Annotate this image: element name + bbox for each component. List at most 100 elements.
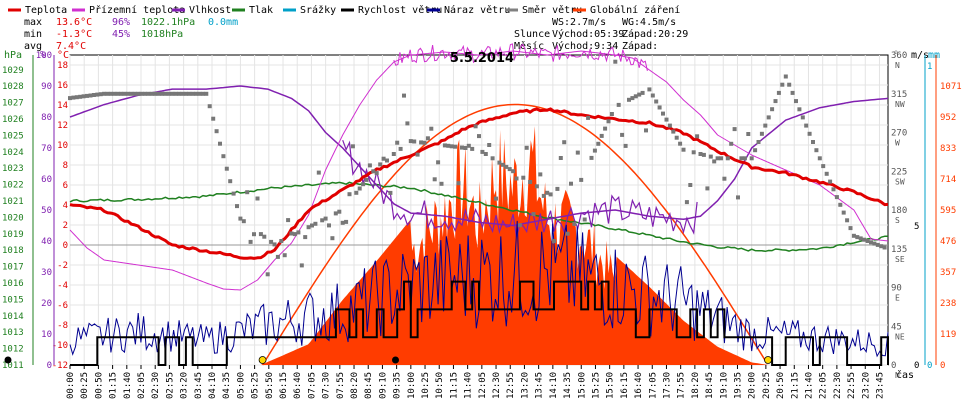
temp-tick-4: 10	[57, 141, 68, 151]
x-tick-31: 12:55	[506, 372, 516, 399]
dir-mark	[695, 134, 700, 139]
dir-mark	[374, 171, 379, 176]
dir-mark	[170, 91, 175, 96]
dir-mark	[197, 91, 202, 96]
x-tick-48: 20:00	[748, 372, 758, 399]
dir-mark	[173, 91, 178, 96]
dir-mark	[371, 169, 376, 174]
x-tick-16: 06:40	[293, 372, 303, 399]
dir-label-8: N	[895, 371, 900, 380]
dir-mark	[627, 97, 631, 102]
x-tick-57: 23:45	[875, 372, 885, 399]
temp-tick-6: 6	[63, 181, 68, 191]
dir-mark	[115, 91, 120, 96]
axis-titles: hPa % °C ° m/s mm čas	[4, 50, 940, 381]
dir-mark	[344, 219, 349, 224]
x-tick-32: 13:20	[520, 372, 530, 399]
dir-mark	[579, 177, 584, 182]
dir-mark	[851, 233, 856, 238]
x-tick-47: 19:35	[733, 372, 743, 399]
stats-avg-temp: 7.4°C	[56, 41, 86, 52]
legend-label-4: Srážky	[300, 4, 336, 16]
dir-mark	[412, 139, 417, 144]
dir-mark	[262, 234, 267, 239]
dir-mark	[425, 136, 430, 141]
series-layer	[4, 43, 889, 366]
legend-label-2: Vlhkost	[189, 5, 231, 16]
dir-mark	[664, 117, 669, 122]
wind-tick-0: 5	[914, 222, 919, 232]
rad-tick-9: 0	[940, 361, 945, 371]
dir-mark	[592, 148, 597, 153]
hum-tick-8: 20	[41, 299, 52, 309]
temp-tick-8: 2	[63, 221, 68, 231]
x-tick-11: 04:35	[222, 372, 232, 399]
moon-marker-left	[4, 356, 12, 364]
dir-mark	[882, 245, 887, 250]
stats-max-rain: 0.0mm	[208, 17, 238, 28]
dir-mark	[517, 223, 522, 228]
temp-tick-3: 12	[57, 121, 68, 131]
dir-mark	[405, 121, 410, 126]
dir-mark	[531, 212, 536, 217]
hum-tick-6: 40	[41, 237, 52, 247]
hpa-tick-2: 1027	[2, 99, 24, 109]
dir-mark	[442, 143, 447, 148]
temp-tick-14: -10	[52, 341, 68, 351]
dir-mark	[402, 93, 406, 98]
dir-mark	[613, 59, 618, 64]
x-tick-28: 11:40	[464, 372, 474, 399]
dir-mark	[858, 236, 863, 241]
info-sun-rise: Východ:05:39	[552, 28, 624, 40]
temp-tick-15: -12	[52, 361, 68, 371]
legend-label-3: Tlak	[249, 5, 273, 16]
dir-label-0: N	[895, 61, 900, 70]
hum-tick-10: 0	[47, 361, 52, 371]
rad-tick-6: 357	[940, 268, 956, 278]
dir-mark	[654, 99, 659, 104]
dir-mark	[620, 132, 625, 137]
dir-mark	[340, 220, 345, 225]
dir-label-4: S	[895, 216, 900, 225]
dir-mark	[333, 211, 338, 216]
hpa-tick-10: 1019	[2, 230, 24, 240]
dir-mark	[272, 242, 277, 247]
x-tick-34: 14:10	[549, 372, 559, 399]
axis-title-hum: %	[40, 50, 46, 61]
x-tick-24: 10:00	[407, 372, 417, 399]
stats-min-hum: 45%	[112, 29, 130, 40]
dir-label-5: SE	[895, 255, 905, 264]
dir-mark	[289, 231, 294, 236]
dir-mark	[265, 272, 270, 277]
hum-tick-0: 100	[36, 51, 52, 61]
dir-mark	[548, 192, 553, 197]
hpa-tick-15: 1014	[2, 312, 24, 322]
dir-mark	[705, 186, 710, 191]
dir-mark	[85, 93, 89, 98]
legend-label-0: Teplota	[25, 5, 67, 16]
hpa-tick-11: 1018	[2, 246, 24, 256]
dir-mark	[640, 90, 645, 95]
dir-tick-5: 135	[891, 245, 907, 255]
dir-mark	[102, 91, 107, 96]
x-tick-6: 02:30	[151, 372, 161, 399]
dir-label-6: E	[895, 294, 900, 303]
x-tick-37: 15:25	[591, 372, 601, 399]
dir-label-2: W	[895, 139, 900, 148]
dir-mark	[466, 143, 471, 148]
dir-mark	[408, 139, 413, 144]
dir-mark	[667, 123, 672, 128]
dir-mark	[449, 144, 454, 149]
dir-mark	[603, 126, 608, 131]
series-wind-speed	[70, 280, 889, 366]
hpa-tick-0: 1029	[2, 66, 24, 76]
x-tick-4: 01:40	[123, 372, 133, 399]
info-sun-set: Západ:20:29	[622, 28, 688, 40]
dir-label-7: NE	[895, 332, 905, 341]
hpa-tick-17: 1012	[2, 345, 24, 355]
dir-mark	[143, 91, 147, 96]
dir-mark	[691, 150, 696, 155]
dir-mark	[337, 209, 342, 214]
dir-mark	[119, 91, 124, 96]
dir-mark	[218, 141, 222, 146]
